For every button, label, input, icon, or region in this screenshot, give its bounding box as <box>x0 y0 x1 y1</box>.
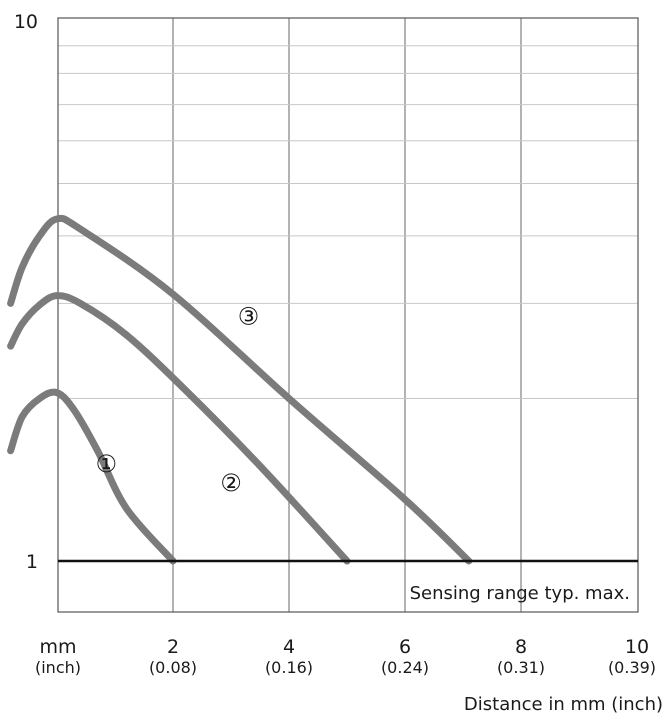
reference-line-label: Sensing range typ. max. <box>410 583 630 604</box>
series-line-1 <box>7 388 177 565</box>
y-tick-label: 1 <box>26 551 38 573</box>
x-subunit-label: (inch) <box>35 658 81 677</box>
x-tick-label: 8 <box>515 636 527 658</box>
x-unit-label: mm <box>39 636 76 658</box>
x-tick-label: 4 <box>283 636 295 658</box>
series-markers: ① ② ③ <box>96 302 260 497</box>
grid <box>58 18 638 612</box>
x-tick-label: 6 <box>399 636 411 658</box>
y-tick-label: 10 <box>14 11 38 33</box>
series-marker-1: ① <box>96 450 118 478</box>
x-tick-labels: 2(0.08) 4(0.16) 6(0.24) 8(0.31) 10(0.39) <box>149 636 656 677</box>
x-tick-sublabel: (0.16) <box>265 658 313 677</box>
x-tick-sublabel: (0.08) <box>149 658 197 677</box>
series-line-2 <box>7 292 351 565</box>
series-line-3 <box>7 214 473 565</box>
x-tick-label: 2 <box>167 636 179 658</box>
y-tick-labels: 1 10 <box>14 11 38 573</box>
x-axis-title: Distance in mm (inch) <box>464 694 663 715</box>
x-tick-sublabel: (0.39) <box>608 658 656 677</box>
x-tick-sublabel: (0.31) <box>497 658 545 677</box>
curves <box>7 214 473 565</box>
x-tick-label: 10 <box>625 636 649 658</box>
x-tick-sublabel: (0.24) <box>381 658 429 677</box>
series-marker-3: ③ <box>238 302 260 330</box>
series-marker-2: ② <box>220 469 242 497</box>
plot-frame <box>57 17 639 613</box>
